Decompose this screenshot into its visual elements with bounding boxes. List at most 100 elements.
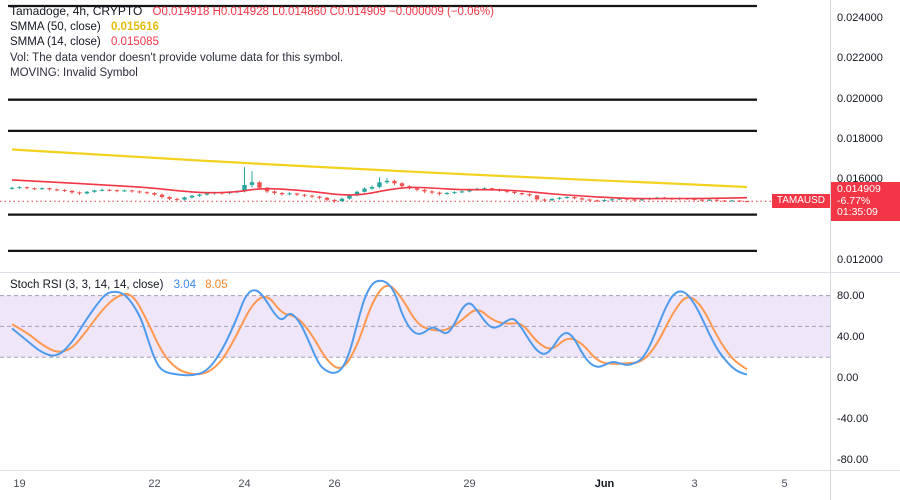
axis-corner	[830, 470, 900, 500]
candle-body	[197, 194, 202, 196]
candle-body	[542, 199, 547, 201]
candle-body	[444, 193, 450, 194]
moving-note: MOVING: Invalid Symbol	[10, 67, 138, 79]
candle-body	[617, 198, 622, 200]
candle-body	[534, 195, 540, 200]
smma14-row: SMMA (14, close) 0.015085	[10, 35, 494, 51]
candle-body	[114, 190, 120, 192]
stoch-k-value: 3.04	[173, 279, 197, 291]
stoch-rsi-pane-canvas[interactable]	[0, 272, 830, 470]
candle-body	[287, 193, 292, 195]
candle-body	[587, 199, 592, 201]
candle-body	[729, 200, 735, 202]
candle-body	[459, 191, 465, 193]
smma50-line[interactable]	[11, 148, 748, 189]
candle-body	[167, 197, 172, 199]
ohlc-values: O0.014918 H0.014928 L0.014860 C0.014909 …	[152, 6, 494, 18]
candle-body	[639, 199, 645, 201]
candle-body	[549, 198, 555, 201]
candle-body	[452, 192, 457, 194]
candle-body	[62, 190, 67, 191]
stoch-d-value: 8.05	[205, 279, 228, 291]
smma14-label[interactable]: SMMA (14, close)	[10, 36, 101, 48]
candle-body	[377, 182, 382, 187]
stoch-rsi-label[interactable]: Stoch RSI (3, 3, 14, 14, close)	[10, 279, 164, 291]
candle-body	[182, 197, 187, 200]
candle-body	[69, 190, 75, 193]
candle-body	[242, 185, 247, 192]
price-axis[interactable]: 0.024000 0.022000 0.020000 0.018000 0.016000…	[830, 0, 900, 470]
candle-body	[257, 182, 262, 188]
stoch-tick-label: 0.00	[837, 371, 859, 384]
price-legend: Tamadoge, 4h, CRYPTO O0.014918 H0.014928…	[10, 4, 494, 82]
time-tick-label: 19	[13, 478, 26, 490]
candle-body	[152, 193, 157, 195]
candle-body	[429, 191, 435, 193]
price-tick-label: 0.018000	[837, 133, 883, 145]
stoch-tick-label: -40.00	[837, 412, 869, 425]
stoch-rsi-legend: Stoch RSI (3, 3, 14, 14, close) 3.04 8.0…	[10, 279, 228, 291]
candle-body	[482, 188, 487, 190]
candle-body	[504, 190, 510, 192]
badge-countdown: 01:35:09	[837, 206, 878, 219]
candle-body	[722, 200, 727, 202]
time-tick-label: Jun	[594, 478, 615, 490]
candle-body	[92, 190, 97, 192]
time-tick-label: 22	[148, 478, 161, 490]
time-axis[interactable]: 19 22 24 26 29 Jun 3 5	[0, 470, 830, 500]
volume-note: Vol: The data vendor doesn't provide vol…	[10, 51, 344, 64]
badge-price: 0.014909	[837, 183, 881, 196]
smma50-label[interactable]: SMMA (50, close)	[10, 20, 101, 33]
candle-body	[84, 191, 90, 194]
badge-change: -6.77%	[837, 194, 871, 207]
candle-body	[9, 187, 15, 189]
candle-body	[699, 199, 705, 201]
stoch-tick-label: 80.00	[837, 289, 865, 302]
candle-body	[519, 193, 525, 195]
candle-body	[47, 188, 52, 190]
candle-body	[557, 197, 562, 199]
price-tick-label: 0.022000	[837, 52, 883, 65]
stoch-k-line[interactable]	[11, 279, 748, 377]
candle-body	[467, 189, 472, 192]
last-price-symbol-tag: TAMAUSD	[771, 194, 830, 209]
candle-body	[362, 188, 367, 192]
smma14-line[interactable]	[11, 179, 748, 200]
candle-body	[317, 196, 322, 198]
candle-body	[527, 194, 532, 196]
candle-body	[572, 197, 577, 199]
smma50-row: SMMA (50, close) 0.015616	[10, 20, 494, 36]
candle-body	[632, 199, 637, 201]
symbol-row: Tamadoge, 4h, CRYPTO O0.014918 H0.014928…	[10, 4, 494, 20]
candle-body	[24, 187, 30, 189]
candle-body	[579, 198, 585, 200]
candle-body	[294, 193, 300, 195]
smma50-value: 0.015616	[110, 20, 159, 33]
candle-body	[399, 183, 405, 187]
price-tick-label: 0.020000	[837, 92, 883, 105]
candle-body	[339, 198, 345, 202]
last-price-axis-badge: 0.014909 -6.77% 01:35:09	[831, 182, 900, 221]
candle-body	[392, 180, 397, 184]
candle-body	[354, 191, 360, 196]
candle-body	[39, 188, 45, 190]
candle-body	[137, 191, 142, 193]
candle-body	[707, 199, 712, 201]
candle-body	[302, 194, 307, 196]
price-pane-canvas[interactable]	[0, 0, 830, 272]
candle-body	[369, 187, 375, 189]
candle-body	[437, 192, 442, 194]
symbol-title[interactable]: Tamadoge, 4h, CRYPTO	[10, 4, 143, 18]
candle-body	[414, 188, 420, 190]
candle-body	[189, 195, 195, 198]
pane-separator[interactable]	[0, 272, 900, 273]
candle-body	[17, 187, 22, 189]
candle-body	[609, 199, 615, 201]
candle-body	[512, 191, 517, 193]
candle-body	[129, 190, 135, 192]
candle-body	[174, 198, 180, 200]
stoch-tick-label: -80.00	[837, 453, 869, 466]
candle-body	[32, 188, 37, 190]
candle-body	[272, 191, 277, 193]
